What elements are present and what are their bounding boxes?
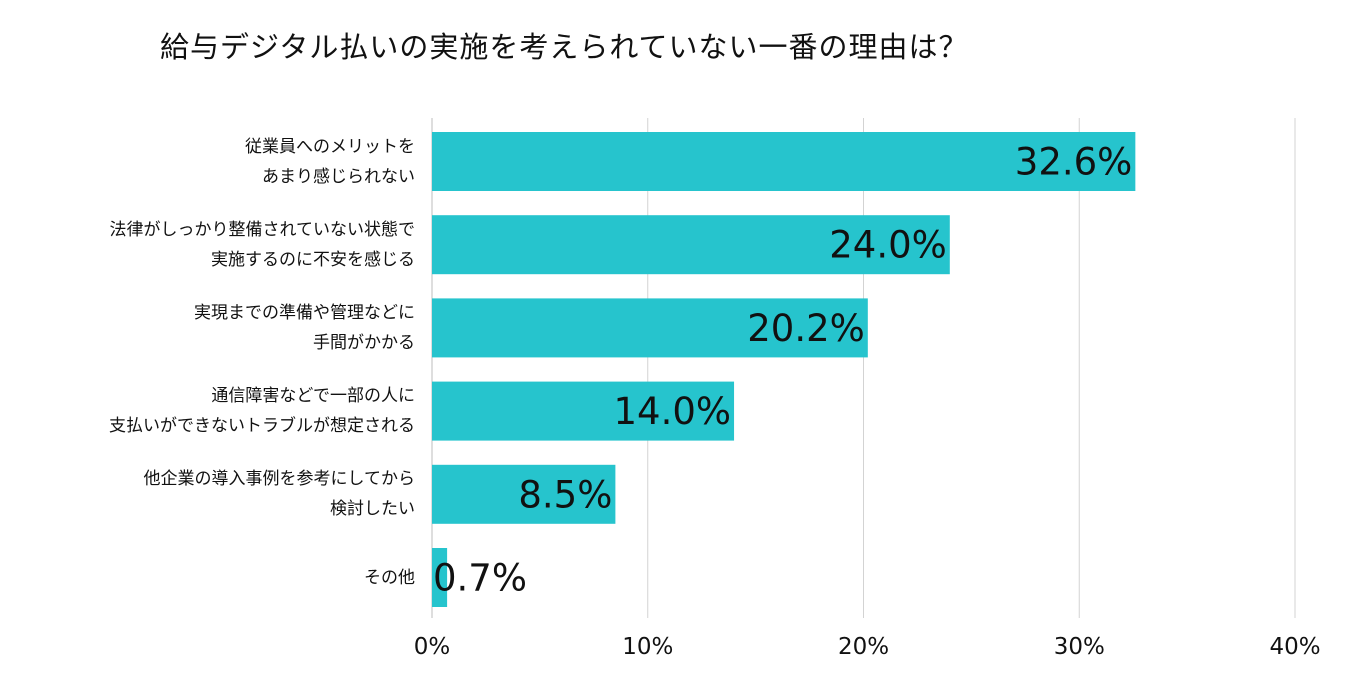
category-label: 通信障害などで一部の人に支払いができないトラブルが想定される — [109, 381, 415, 441]
x-tick-label: 0% — [414, 634, 451, 660]
category-label: 法律がしっかり整備されていない状態で実施するのに不安を感じる — [110, 215, 416, 275]
bar — [432, 132, 1136, 191]
category-label: 実現までの準備や管理などに手間がかかる — [194, 298, 415, 358]
category-label-line: 実現までの準備や管理などに — [194, 302, 415, 323]
bar — [432, 215, 950, 275]
x-tick-label: 20% — [838, 634, 889, 660]
x-tick-label: 30% — [1054, 634, 1105, 660]
data-label: 14.0% — [614, 390, 732, 433]
category-label: その他 — [364, 563, 415, 593]
category-label-line: あまり感じられない — [262, 166, 415, 187]
bar — [432, 381, 735, 441]
category-label-line: 法律がしっかり整備されていない状態で — [109, 219, 416, 240]
category-label-line: その他 — [364, 567, 415, 588]
category-label-line: 従業員へのメリットを — [245, 136, 415, 157]
category-label: 従業員へのメリットをあまり感じられない — [245, 132, 415, 192]
category-label: 他企業の導入事例を参考にしてから検討したい — [144, 464, 416, 524]
data-label: 20.2% — [747, 307, 865, 350]
data-label: 8.5% — [518, 473, 612, 516]
x-tick-label: 40% — [1269, 634, 1320, 660]
category-label-line: 検討したい — [330, 499, 415, 520]
category-label-line: 支払いができないトラブルが想定される — [109, 416, 415, 437]
data-label: 0.7% — [433, 557, 527, 600]
bar — [432, 464, 616, 524]
category-label-line: 実施するのに不安を感じる — [211, 249, 415, 270]
chart-title: 給与デジタル払いの実施を考えられていない一番の理由は？ — [160, 30, 969, 64]
category-label-line: 通信障害などで一部の人に — [211, 386, 415, 407]
category-label-line: 他企業の導入事例を参考にしてから — [143, 469, 416, 490]
bar — [432, 298, 868, 358]
category-label-line: 手間がかかる — [313, 332, 415, 353]
data-label: 24.0% — [829, 224, 947, 267]
data-label: 32.6% — [1015, 141, 1133, 184]
bar — [432, 548, 448, 607]
x-tick-label: 10% — [622, 634, 673, 660]
